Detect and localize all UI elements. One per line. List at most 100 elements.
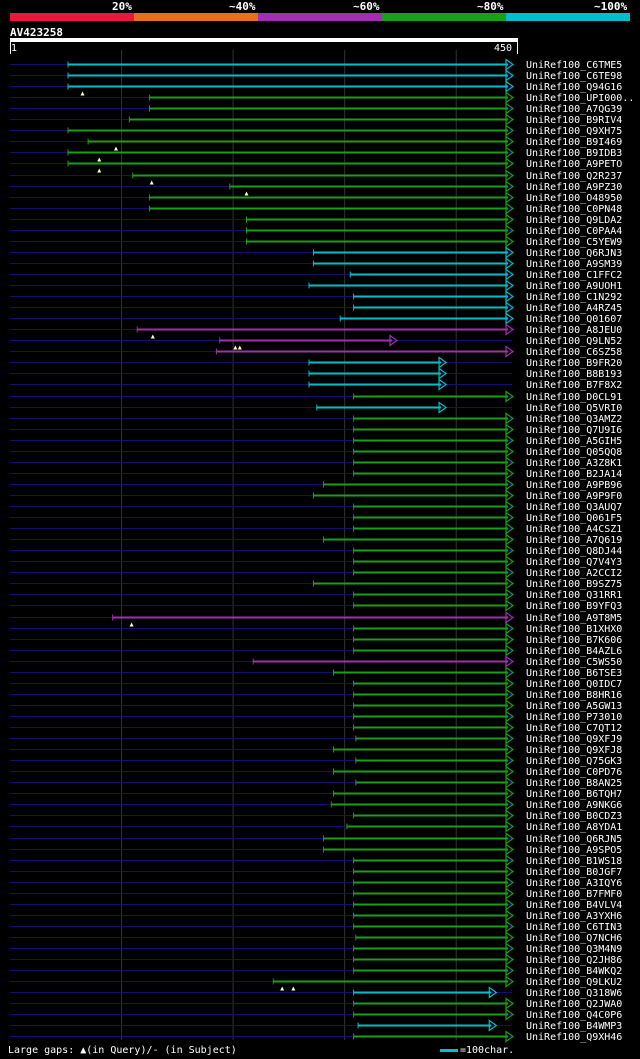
query-gap-marker: [149, 180, 154, 185]
hit-arrow-icon: [505, 58, 515, 71]
hit-label: UniRef100_A8JEU0: [526, 325, 622, 336]
query-gap-marker: [244, 191, 249, 196]
hit-label: UniRef100_A2CCI2: [526, 568, 622, 579]
hit-arrow-icon: [505, 644, 515, 657]
legend-segment-20: [10, 13, 134, 21]
hit-label: UniRef100_UPI000..: [526, 93, 634, 104]
hit-label: UniRef100_A7QG39: [526, 104, 622, 115]
hit-arrow-icon: [505, 876, 515, 889]
query-gap-marker: [129, 622, 134, 627]
query-name: AV423258: [10, 26, 63, 39]
hit-label: UniRef100_Q0IDC7: [526, 679, 622, 690]
hit-arrow-icon: [505, 124, 515, 137]
hit-label: UniRef100_D0CL91: [526, 392, 622, 403]
hit-arrow-icon: [505, 677, 515, 690]
hit-label: UniRef100_Q31RR1: [526, 590, 622, 601]
hit-label: UniRef100_B9I469: [526, 137, 622, 148]
hit-arrow-icon: [505, 191, 515, 204]
hit-label: UniRef100_B7FMF0: [526, 889, 622, 900]
hit-arrow-icon: [505, 633, 515, 646]
hit-arrow-icon: [505, 710, 515, 723]
hit-label: UniRef100_Q2R237: [526, 171, 622, 182]
hit-arrow-icon: [505, 445, 515, 458]
hit-label: UniRef100_B9SZ75: [526, 579, 622, 590]
query-gap-marker: [291, 986, 296, 991]
query-gap-marker: [150, 334, 155, 339]
hit-arrow-icon: [505, 1030, 515, 1043]
hit-label: UniRef100_B1WS18: [526, 856, 622, 867]
query-gap-marker: [233, 345, 238, 350]
hit-arrow-icon: [505, 279, 515, 292]
hit-arrow-icon: [505, 732, 515, 745]
hit-arrow-icon: [505, 854, 515, 867]
hit-label: UniRef100_C1FFC2: [526, 270, 622, 281]
hit-label: UniRef100_B4AZL6: [526, 646, 622, 657]
hit-label: UniRef100_Q9XFJ9: [526, 734, 622, 745]
hit-arrow-icon: [505, 577, 515, 590]
hit-label: UniRef100_C0PN48: [526, 204, 622, 215]
hit-arrow-icon: [505, 202, 515, 215]
hit-label: UniRef100_A9PZ30: [526, 182, 622, 193]
hit-arrow-icon: [505, 588, 515, 601]
hit-arrow-icon: [505, 787, 515, 800]
legend-segment-60: [258, 13, 382, 21]
legend-segment-100: [506, 13, 630, 21]
hit-arrow-icon: [505, 500, 515, 513]
hit-label: UniRef100_A9P9F0: [526, 491, 622, 502]
hit-arrow-icon: [505, 157, 515, 170]
hit-label: UniRef100_A9PETO: [526, 159, 622, 170]
hit-arrow-icon: [505, 169, 515, 182]
hit-label: UniRef100_B9FR20: [526, 358, 622, 369]
hit-arrow-icon: [505, 611, 515, 624]
hit-label: UniRef100_B9RIV4: [526, 115, 622, 126]
hit-arrow-icon: [438, 356, 448, 369]
hit-arrow-icon: [505, 224, 515, 237]
hit-arrow-icon: [505, 423, 515, 436]
hit-arrow-icon: [505, 511, 515, 524]
hit-arrow-icon: [505, 246, 515, 259]
hit-arrow-icon: [505, 345, 515, 358]
hit-label: UniRef100_Q75GK3: [526, 756, 622, 767]
hit-label: UniRef100_Q9LN52: [526, 336, 622, 347]
legend-label-80: ~80%: [477, 0, 504, 13]
hit-label: UniRef100_P73010: [526, 712, 622, 723]
hit-arrow-icon: [505, 964, 515, 977]
hit-label: UniRef100_B9YFQ3: [526, 601, 622, 612]
query-gap-marker: [97, 168, 102, 173]
query-start-label: 1: [11, 43, 18, 54]
hit-label: UniRef100_C5YEW9: [526, 237, 622, 248]
legend-label-60: ~60%: [353, 0, 380, 13]
hit-arrow-icon: [505, 655, 515, 668]
query-start-tick: [10, 42, 11, 54]
hit-arrow-icon: [505, 765, 515, 778]
hit-arrow-icon: [505, 390, 515, 403]
hit-label: UniRef100_B8B193: [526, 369, 622, 380]
hit-label: UniRef100_Q9XH75: [526, 126, 622, 137]
hit-label: UniRef100_A3Z8K1: [526, 458, 622, 469]
hit-label: UniRef100_Q2JH86: [526, 955, 622, 966]
hit-label: UniRef100_C0PAA4: [526, 226, 622, 237]
hit-arrow-icon: [505, 113, 515, 126]
hit-arrow-icon: [438, 401, 448, 414]
hit-label: UniRef100_Q2JWA0: [526, 999, 622, 1010]
hit-label: UniRef100_A5GIH5: [526, 436, 622, 447]
hit-label: UniRef100_Q4C0P6: [526, 1010, 622, 1021]
hit-arrow-icon: [505, 69, 515, 82]
hit-arrow-icon: [505, 91, 515, 104]
hit-arrow-icon: [505, 257, 515, 270]
hit-arrow-icon: [505, 622, 515, 635]
hit-label: UniRef100_A3YXH6: [526, 911, 622, 922]
hit-arrow-icon: [505, 412, 515, 425]
hit-arrow-icon: [488, 1019, 498, 1032]
hit-arrow-icon: [505, 666, 515, 679]
hit-label: UniRef100_C0PD76: [526, 767, 622, 778]
hit-label: UniRef100_C6TME5: [526, 60, 622, 71]
hit-label: UniRef100_C6TE98: [526, 71, 622, 82]
hit-arrow-icon: [505, 235, 515, 248]
hit-label: UniRef100_Q01607: [526, 314, 622, 325]
query-end-tick: [517, 42, 518, 54]
hit-arrow-icon: [505, 522, 515, 535]
hit-arrow-icon: [505, 146, 515, 159]
hit-label: UniRef100_B4WKQ2: [526, 966, 622, 977]
hit-label: UniRef100_B4VLV4: [526, 900, 622, 911]
